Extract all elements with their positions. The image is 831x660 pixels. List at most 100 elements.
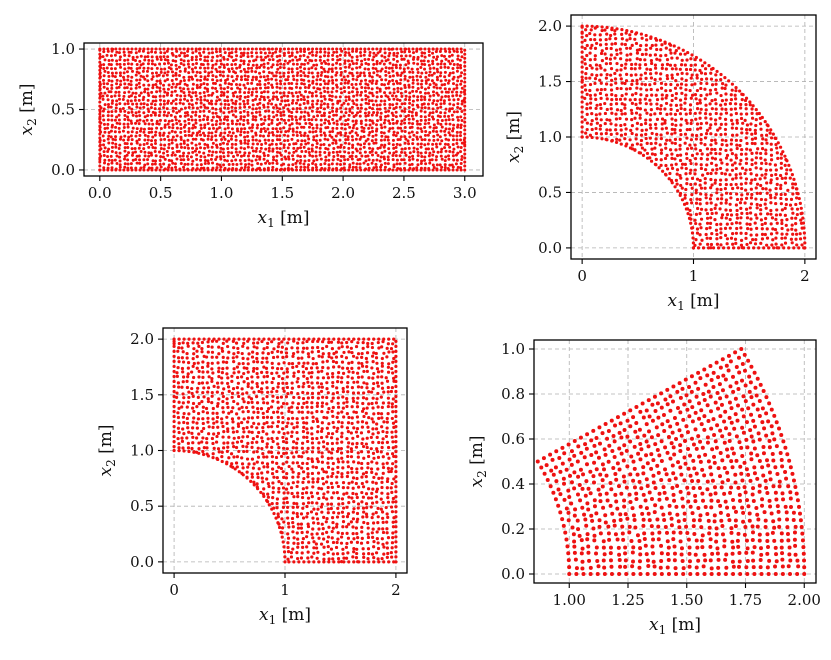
data-point [134, 158, 138, 161]
data-point [790, 223, 794, 227]
data-point [314, 163, 318, 167]
data-point [451, 47, 455, 51]
data-point [165, 107, 169, 111]
data-point [207, 127, 211, 131]
data-point [588, 31, 592, 36]
data-point [254, 107, 258, 111]
data-point [171, 99, 175, 103]
data-point [226, 150, 230, 154]
data-point [286, 505, 290, 509]
data-point [703, 142, 707, 147]
data-point [391, 496, 395, 501]
data-point [219, 94, 223, 98]
data-point [163, 110, 167, 114]
data-point [346, 454, 350, 459]
data-point [603, 28, 607, 32]
data-point [242, 123, 246, 127]
data-point [695, 102, 700, 106]
x-tick-label: 3.0 [453, 184, 477, 202]
data-point [694, 97, 698, 101]
data-point [699, 192, 703, 196]
data-point [427, 73, 431, 77]
data-point [790, 227, 794, 231]
data-point [395, 47, 399, 51]
data-point [226, 126, 230, 130]
data-point [245, 449, 249, 453]
data-point [580, 65, 584, 69]
data-point [367, 454, 371, 459]
data-point [295, 512, 299, 516]
data-point [368, 79, 372, 83]
data-point [335, 83, 339, 87]
data-point [650, 61, 654, 66]
data-point [304, 150, 308, 154]
data-point [688, 111, 692, 115]
data-point [134, 86, 138, 90]
data-point [187, 126, 191, 130]
data-point [724, 83, 728, 87]
data-point [699, 157, 703, 161]
data-point [791, 211, 795, 215]
data-point [215, 59, 219, 63]
data-point [242, 130, 246, 134]
data-point [366, 154, 370, 158]
data-point [260, 471, 264, 475]
data-point [266, 470, 270, 474]
data-point [189, 115, 193, 119]
data-point [420, 79, 424, 83]
data-point [377, 527, 381, 531]
data-point [127, 151, 131, 155]
data-point [438, 86, 442, 90]
data-point [299, 159, 303, 163]
data-point [320, 451, 324, 455]
data-point [745, 131, 749, 135]
data-point [704, 103, 708, 107]
data-point [102, 166, 106, 170]
data-point [354, 492, 359, 496]
data-point [585, 102, 589, 106]
data-point [683, 162, 687, 166]
data-point [351, 62, 355, 66]
data-point [315, 501, 319, 505]
data-point [235, 163, 239, 167]
data-point [709, 123, 713, 127]
data-point [719, 122, 723, 126]
data-point [286, 138, 290, 142]
data-point [303, 74, 307, 78]
data-point [314, 67, 318, 71]
data-point [246, 55, 250, 59]
data-point [609, 33, 613, 38]
data-point [708, 88, 713, 92]
data-point [336, 157, 340, 161]
data-point [624, 62, 628, 66]
data-point [588, 51, 592, 55]
data-point [432, 66, 436, 70]
data-point [428, 94, 432, 98]
data-point [447, 79, 451, 83]
data-point [389, 550, 393, 555]
data-point [275, 106, 279, 110]
data-point [403, 168, 407, 172]
data-point [724, 182, 728, 187]
data-point [668, 138, 672, 142]
data-point [113, 75, 117, 79]
data-point [407, 83, 411, 87]
chart-quarter-annulus: 0 1 20.00.51.01.52.0x1 [m]x2 [m] [504, 14, 817, 313]
data-point [379, 95, 383, 98]
data-point [314, 512, 319, 516]
data-point [107, 147, 111, 151]
data-point [206, 66, 210, 70]
data-point [198, 109, 202, 113]
data-point [386, 95, 390, 99]
data-point [211, 141, 215, 145]
data-point [129, 66, 133, 70]
data-point [367, 142, 371, 146]
data-point [296, 480, 300, 484]
data-point [126, 58, 130, 62]
data-point [725, 212, 730, 217]
data-point [463, 140, 467, 144]
data-point [633, 148, 637, 152]
data-point [311, 126, 315, 130]
data-point [364, 154, 368, 158]
data-point [723, 117, 728, 122]
